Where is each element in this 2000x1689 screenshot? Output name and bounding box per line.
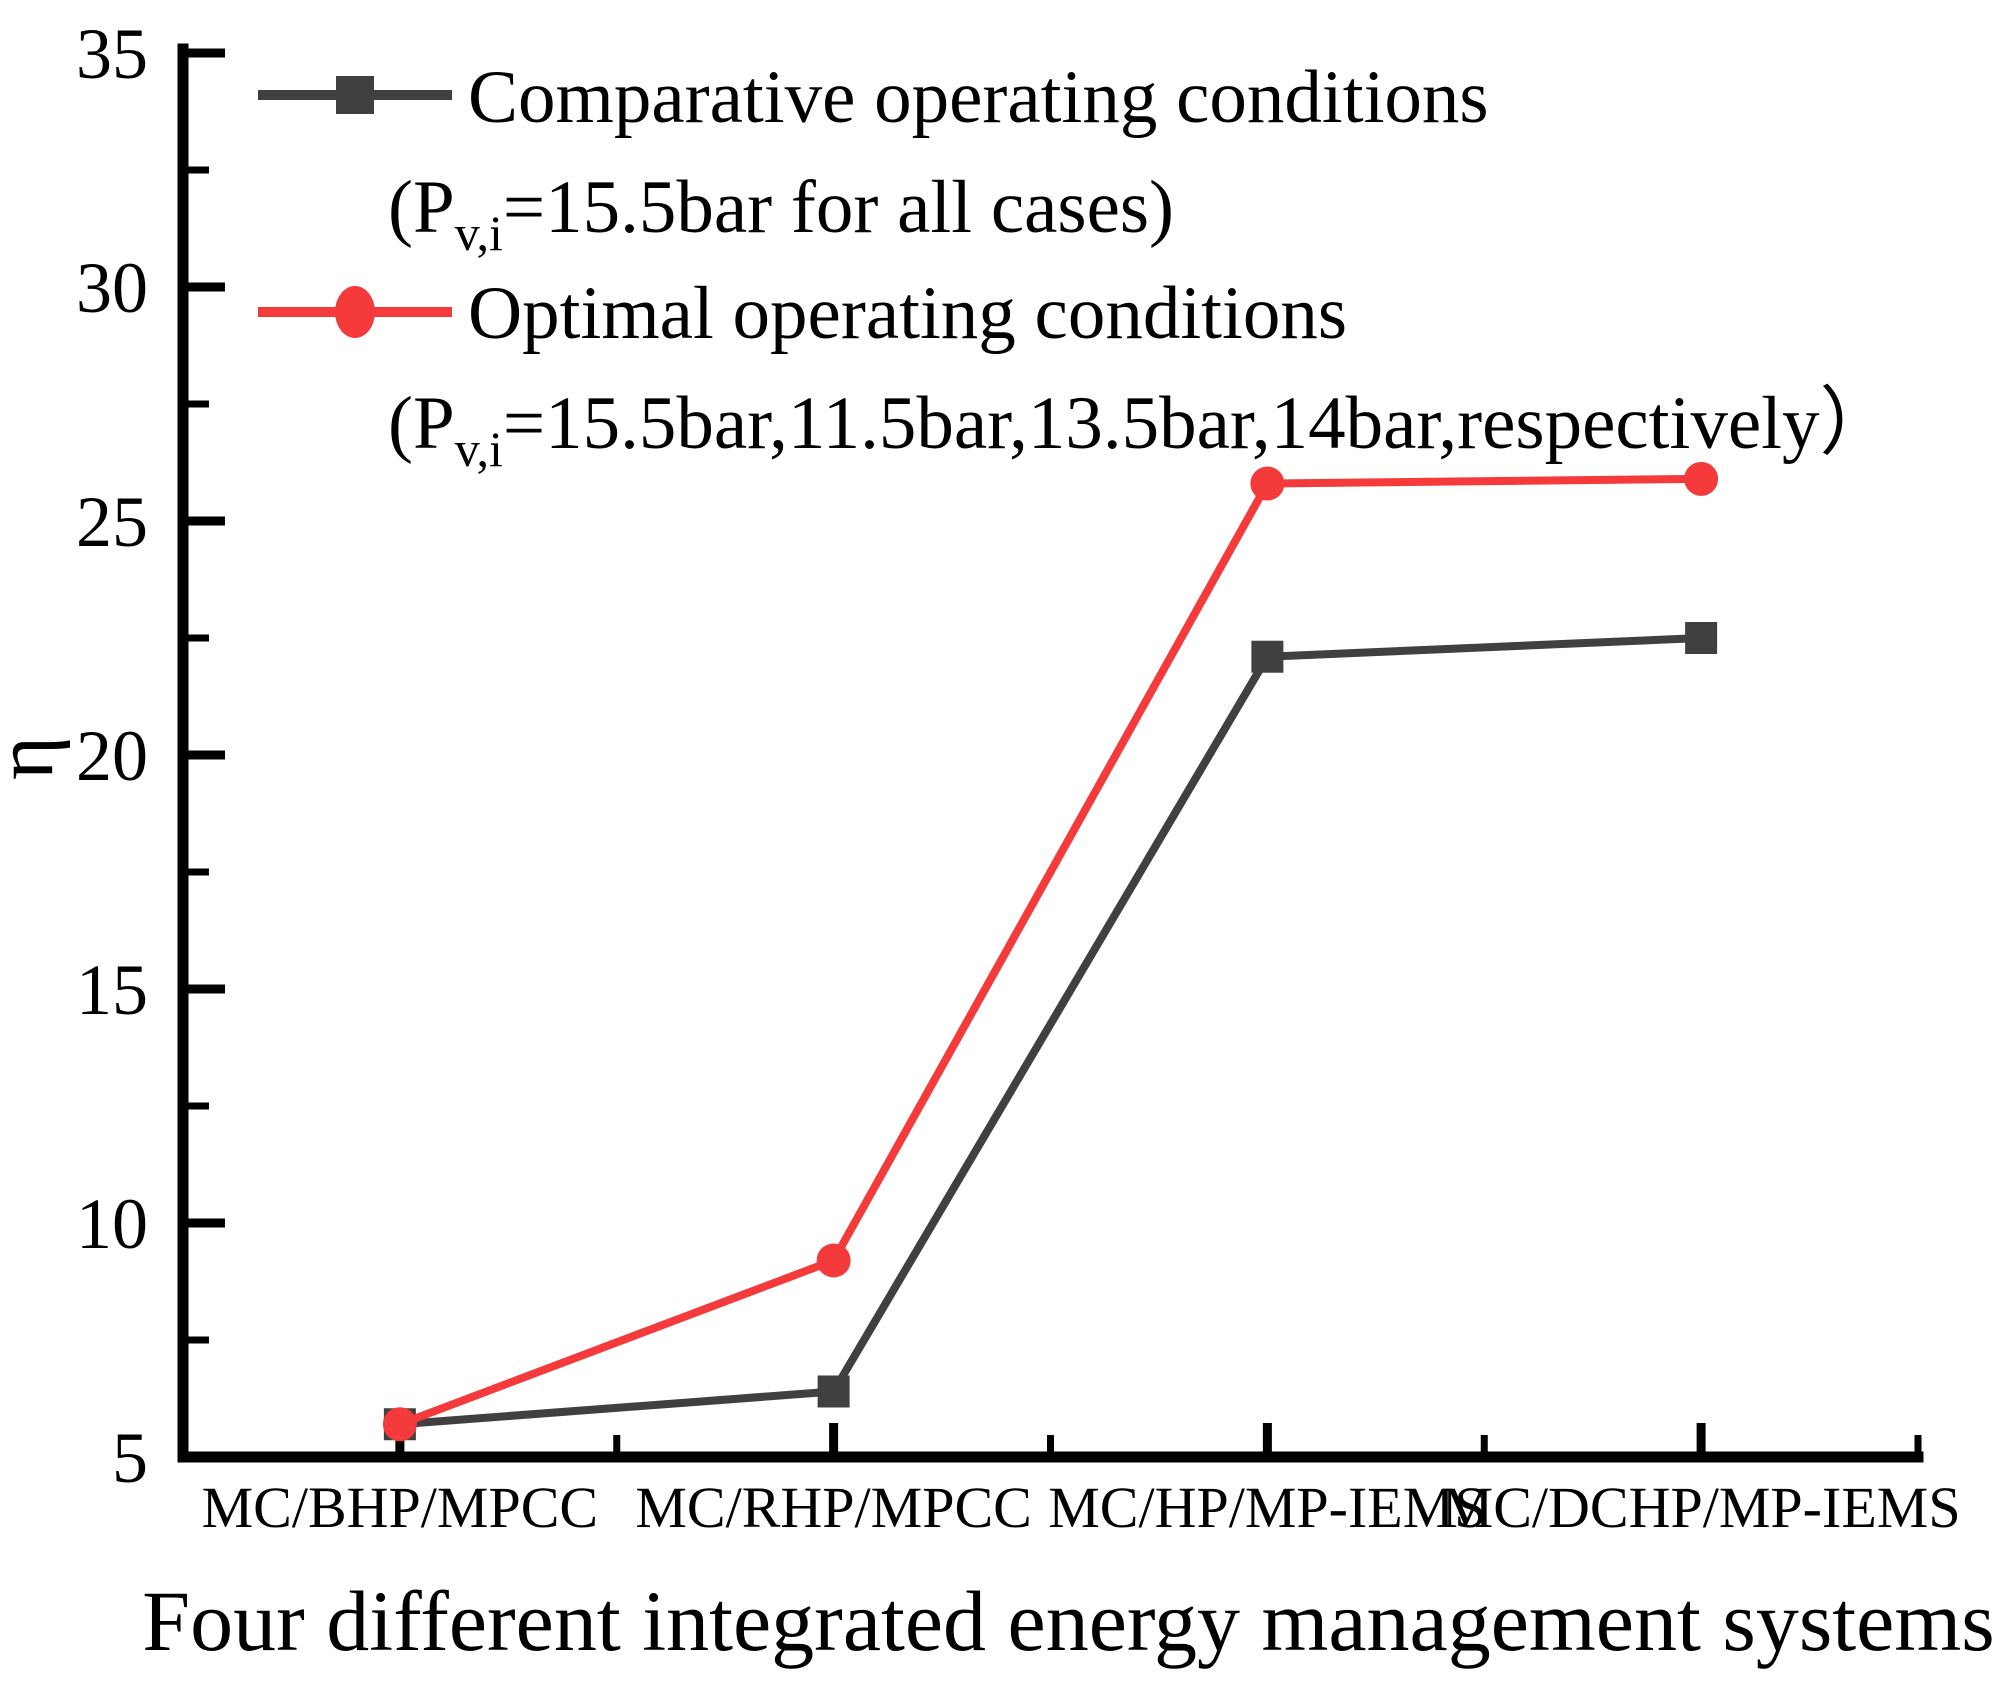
legend-marker-square [336, 76, 374, 114]
x-axis-category-label: MC/RHP/MPCC [635, 1475, 1032, 1540]
legend-detail-post: =15.5bar for all cases) [503, 166, 1174, 249]
series-marker-circle [382, 1407, 417, 1442]
series-marker-circle [1684, 461, 1719, 496]
legend-detail-subscript: v,i [455, 205, 503, 261]
legend-series-name: Comparative operating conditions [468, 56, 1489, 139]
legend-series-detail: (Pv,i=15.5bar,11.5bar,13.5bar,14bar,resp… [388, 382, 1894, 477]
x-axis-category-label: MC/HP/MP-IEMS [1048, 1475, 1486, 1540]
legend-detail-post: =15.5bar,11.5bar,13.5bar,14bar,respectiv… [503, 382, 1895, 465]
legend-detail-pre: (P [388, 382, 455, 465]
x-axis-category-label: MC/DCHP/MP-IEMS [1442, 1475, 1961, 1540]
y-axis-tick-label: 5 [112, 1418, 148, 1498]
y-axis-tick-label: 30 [76, 248, 148, 328]
y-axis-tick-label: 25 [76, 482, 148, 562]
series-marker-circle [1250, 466, 1285, 501]
series-marker-square [817, 1375, 850, 1408]
legend-series-name: Optimal operating conditions [468, 272, 1347, 355]
legend-detail-pre: (P [388, 166, 455, 249]
series-marker-circle [816, 1243, 851, 1278]
legend-detail-subscript: v,i [455, 421, 503, 477]
series-marker-square [1251, 640, 1284, 673]
x-axis-category-label: MC/BHP/MPCC [202, 1475, 599, 1540]
legend-series-detail: (Pv,i=15.5bar for all cases) [388, 166, 1174, 261]
y-axis-tick-label: 20 [76, 716, 148, 796]
x-axis-title: Four different integrated energy managem… [142, 1573, 1994, 1669]
y-axis-tick-label: 35 [76, 14, 148, 94]
y-axis-tick-label: 10 [76, 1184, 148, 1264]
series-line-1 [398, 474, 1702, 1428]
legend-marker-circle [335, 286, 375, 338]
axis-lines [177, 43, 1924, 1463]
y-axis-tick-label: 15 [76, 950, 148, 1030]
series-marker-square [1685, 622, 1718, 654]
y-axis-title: η [0, 736, 71, 780]
series-line-0 [399, 634, 1702, 1429]
